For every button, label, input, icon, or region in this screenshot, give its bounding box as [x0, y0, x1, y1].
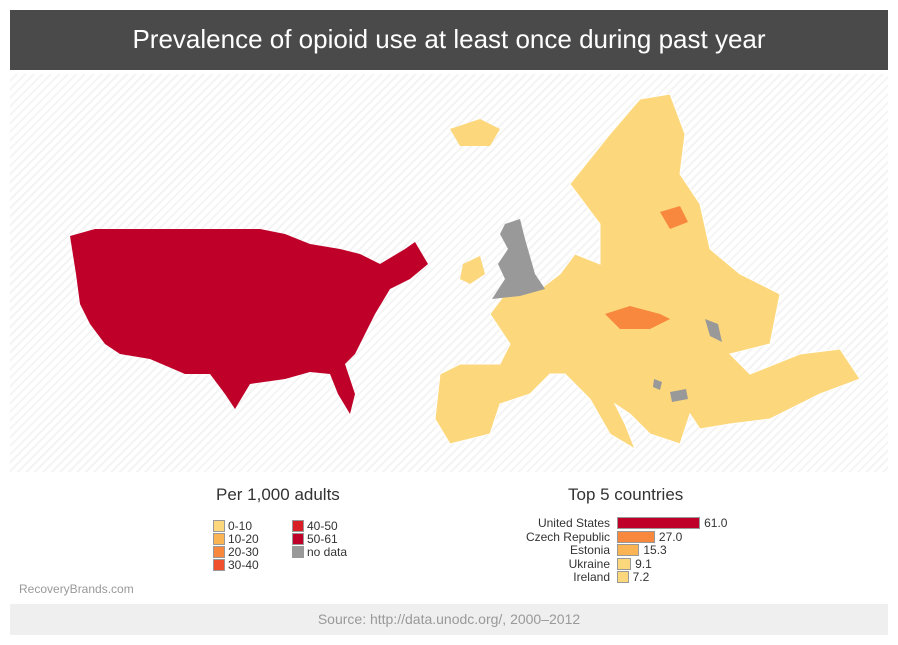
legend-label: 40-50 — [307, 519, 338, 533]
bar-row: Estonia 15.3 — [500, 543, 800, 557]
bar-label: Czech Republic — [525, 529, 610, 544]
legend-item: 10-20 — [213, 532, 259, 546]
bar — [617, 530, 655, 543]
bar — [617, 557, 632, 570]
legend-swatch — [213, 546, 225, 558]
map-region-united-states — [70, 229, 428, 414]
legend-item: no data — [292, 545, 347, 559]
bar-value-label: 27.0 — [658, 529, 683, 544]
top5-title: Top 5 countries — [568, 485, 684, 504]
map-region-czech-republic — [605, 306, 670, 329]
bar-row: Ukraine 9.1 — [500, 556, 800, 571]
legend-label: 10-20 — [228, 532, 259, 546]
legend-item: 20-30 — [213, 545, 259, 559]
legend-swatch — [292, 520, 304, 532]
bar-value-label: 61.0 — [704, 516, 728, 530]
legend-label: 50-61 — [307, 532, 338, 546]
map-region-europe — [434, 93, 861, 451]
bar-label: Ukraine — [568, 556, 610, 571]
map-region-ireland — [460, 256, 485, 284]
map-region-macedonia — [670, 389, 688, 402]
legend-title: Per 1,000 adults — [216, 485, 340, 504]
legend-label: no data — [307, 545, 348, 559]
bar-label: United States — [537, 516, 610, 530]
legend-label: 0-10 — [228, 519, 253, 533]
legend-label: 30-40 — [228, 558, 259, 572]
bar-value-label: 7.2 — [632, 570, 650, 584]
legend-item: 50-61 — [292, 532, 338, 546]
map-region-estonia — [660, 206, 688, 229]
map-region-united-kingdom — [492, 219, 545, 299]
page-title: Prevalence of opioid use at least once d… — [10, 10, 888, 70]
source-footer: Source: http://data.unodc.org/, 2000–201… — [10, 604, 888, 635]
bar-value-label: 9.1 — [635, 556, 652, 571]
legend-item: 40-50 — [292, 519, 338, 533]
bar-label: Ireland — [573, 570, 610, 584]
legend-label: 20-30 — [228, 545, 259, 559]
legend-item: 0-10 — [213, 519, 252, 533]
map-region-iceland — [450, 119, 500, 146]
legend-swatch — [213, 520, 225, 532]
bar — [617, 544, 640, 556]
map-area — [10, 74, 888, 472]
legend-swatch — [292, 546, 304, 558]
bar-row: Czech Republic 27.0 — [500, 529, 800, 544]
bar-row: United States 61.0 — [500, 516, 800, 530]
bar — [617, 571, 629, 583]
legend-item: 30-40 — [213, 558, 259, 572]
map-region-kosovo — [653, 379, 662, 390]
bar — [617, 517, 701, 529]
bar-value-label: 15.3 — [643, 543, 667, 557]
map — [70, 93, 861, 451]
bar-row: Ireland 7.2 — [500, 570, 800, 584]
brand-label: RecoveryBrands.com — [19, 582, 134, 596]
legend-swatch — [213, 533, 225, 545]
bar-label: Estonia — [569, 543, 610, 557]
map-region-moldova — [705, 319, 722, 342]
legend-swatch — [292, 533, 304, 545]
legend-swatch — [213, 559, 225, 571]
